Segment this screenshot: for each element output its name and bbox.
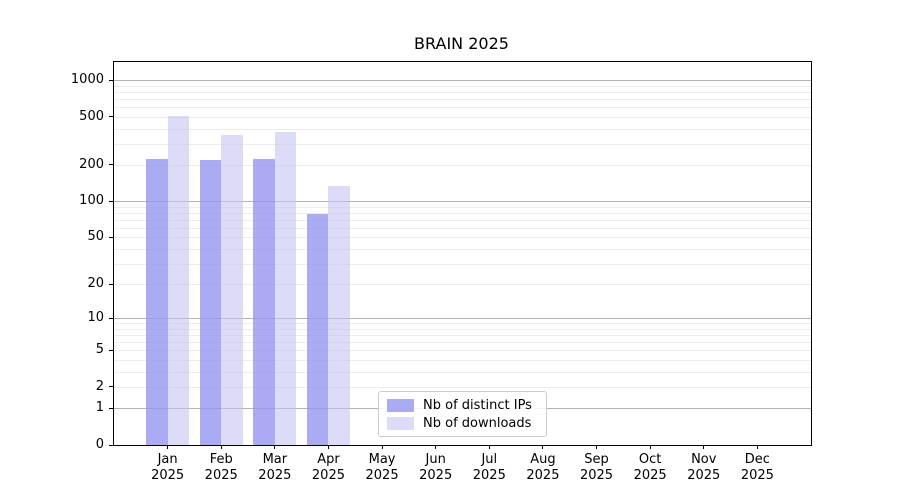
y-tick-mark <box>109 407 113 409</box>
gridline-minor <box>114 206 811 208</box>
gridline-minor <box>114 107 811 109</box>
legend-swatch-downloads <box>387 417 414 430</box>
x-tick-mark <box>756 445 758 449</box>
legend-label-distinct-ips: Nb of distinct IPs <box>423 398 532 413</box>
y-tick-mark <box>109 79 113 81</box>
x-tick-mark <box>649 445 651 449</box>
x-axis-tick-label: Feb 2025 <box>204 452 238 483</box>
bar-feb-distinct-ips <box>199 159 222 445</box>
x-axis-tick-label: Jan 2025 <box>151 452 185 483</box>
x-axis-tick-label: Apr 2025 <box>311 452 345 483</box>
y-axis-tick-label: 100 <box>79 193 104 209</box>
legend: Nb of distinct IPs Nb of downloads <box>378 391 547 437</box>
gridline-minor <box>114 263 811 265</box>
gridline-minor <box>114 342 811 344</box>
y-tick-mark <box>109 200 113 202</box>
y-axis-tick-label: 200 <box>79 156 104 172</box>
gridline-minor <box>114 323 811 325</box>
x-axis-tick-label: Aug 2025 <box>526 452 560 483</box>
bar-mar-distinct-ips <box>253 158 275 445</box>
gridline-minor <box>114 219 811 221</box>
gridline-minor <box>114 328 811 330</box>
bar-mar-downloads <box>274 131 297 445</box>
y-tick-mark <box>109 444 113 446</box>
x-axis-tick-label: Jun 2025 <box>419 452 453 483</box>
bar-apr-distinct-ips <box>306 213 329 445</box>
gridline-major <box>114 201 811 203</box>
gridline-major <box>114 318 811 320</box>
legend-label-downloads: Nb of downloads <box>423 416 532 431</box>
y-axis-tick-label: 20 <box>87 276 104 292</box>
gridline-minor <box>114 85 811 87</box>
y-axis-tick-label: 5 <box>95 342 104 358</box>
gridline-minor <box>114 371 811 373</box>
legend-item-downloads: Nb of downloads <box>387 415 538 432</box>
bar-jan-downloads <box>167 115 190 445</box>
y-tick-mark <box>109 349 113 351</box>
x-axis-tick-label: Sep 2025 <box>579 452 614 483</box>
y-tick-mark <box>109 317 113 319</box>
x-tick-mark <box>542 445 544 449</box>
gridline-minor <box>114 128 811 130</box>
gridline-minor <box>114 237 811 239</box>
x-tick-mark <box>381 445 383 449</box>
y-axis-tick-label: 2 <box>95 378 104 394</box>
y-tick-mark <box>109 236 113 238</box>
gridline-minor <box>114 350 811 352</box>
gridline-minor <box>114 284 811 286</box>
y-axis-tick-label: 0 <box>95 437 104 452</box>
gridline-minor <box>114 360 811 362</box>
x-tick-mark <box>596 445 598 449</box>
gridline-major <box>114 80 811 82</box>
gridline-minor <box>114 227 811 229</box>
x-tick-mark <box>327 445 329 449</box>
legend-swatch-distinct-ips <box>387 399 414 412</box>
y-axis-tick-label: 500 <box>79 108 104 124</box>
chart-title: BRAIN 2025 <box>414 34 509 53</box>
bar-jan-distinct-ips <box>146 158 168 445</box>
x-axis-tick-label: Nov 2025 <box>687 452 721 483</box>
y-tick-mark <box>109 116 113 118</box>
gridline-minor <box>114 335 811 337</box>
gridline-minor <box>114 143 811 145</box>
x-tick-mark <box>703 445 705 449</box>
y-axis-tick-label: 10 <box>87 310 104 326</box>
x-tick-mark <box>274 445 276 449</box>
legend-item-distinct-ips: Nb of distinct IPs <box>387 397 538 414</box>
gridline-minor <box>114 386 811 388</box>
x-axis-tick-label: Dec 2025 <box>740 452 774 483</box>
y-tick-mark <box>109 386 113 388</box>
x-tick-mark <box>220 445 222 449</box>
gridline-minor <box>114 164 811 166</box>
x-tick-mark <box>435 445 437 449</box>
gridline-minor <box>114 91 811 93</box>
gridline-minor <box>114 212 811 214</box>
gridline-minor <box>114 116 811 118</box>
x-axis-tick-label: May 2025 <box>365 452 399 483</box>
x-axis-tick-label: Jul 2025 <box>472 452 506 483</box>
bar-apr-downloads <box>328 185 350 445</box>
gridline-minor <box>114 99 811 100</box>
y-axis-tick-label: 50 <box>87 229 104 245</box>
gridline-minor <box>114 248 811 250</box>
x-axis-tick-label: Oct 2025 <box>633 452 667 483</box>
x-tick-mark <box>167 445 169 449</box>
y-tick-mark <box>109 283 113 285</box>
y-axis-tick-label: 1 <box>95 400 104 416</box>
y-axis-tick-label: 1000 <box>70 72 104 88</box>
x-axis-tick-label: Mar 2025 <box>258 452 292 483</box>
x-tick-mark <box>488 445 490 449</box>
plot-area: 0 1 2 5 10 20 50 100 200 500 1000 Jan 2025 Feb 2025 M… <box>71 61 812 483</box>
bar-feb-downloads <box>221 134 243 445</box>
y-tick-mark <box>109 164 113 166</box>
